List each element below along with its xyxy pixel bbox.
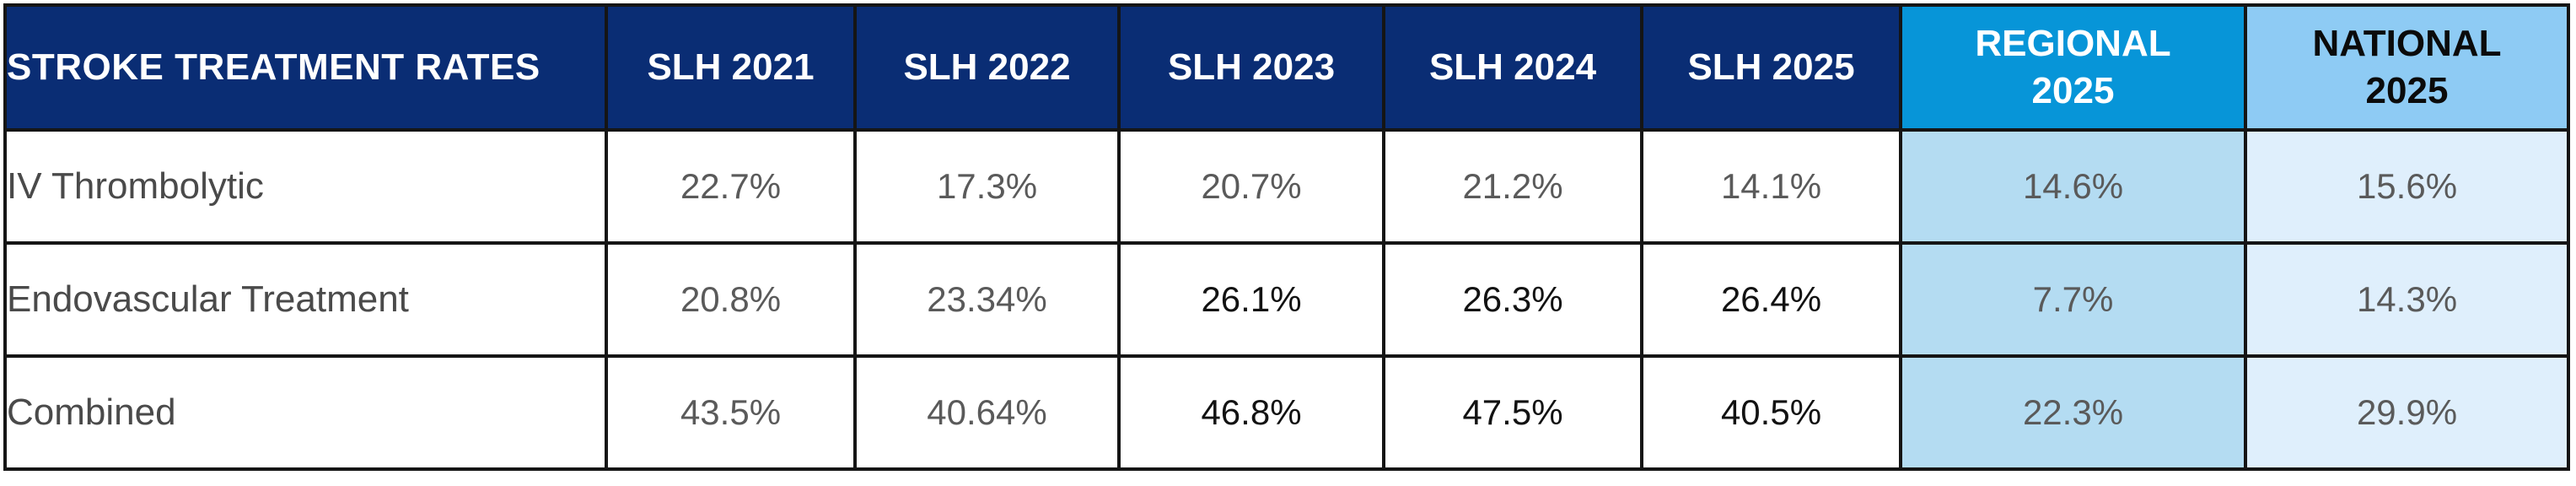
cell-regional-2025: 22.3% [1899, 354, 2247, 471]
cell-slh-2025: 26.4% [1640, 241, 1902, 358]
cell-slh-2025: 40.5% [1640, 354, 1902, 471]
header-regional-line2: 2025 [2031, 70, 2115, 111]
cell-slh-2022: 17.3% [853, 128, 1121, 245]
cell-slh-2024: 47.5% [1382, 354, 1643, 471]
table-row-endovascular-treatment: Endovascular Treatment 20.8% 23.34% 26.1… [3, 241, 2570, 358]
cell-national-2025: 15.6% [2244, 128, 2570, 245]
header-national-2025: NATIONAL 2025 [2244, 3, 2570, 132]
cell-slh-2024: 26.3% [1382, 241, 1643, 358]
table-header-row: STROKE TREATMENT RATES SLH 2021 SLH 2022… [3, 3, 2570, 132]
stroke-treatment-rates-table: STROKE TREATMENT RATES SLH 2021 SLH 2022… [3, 3, 2570, 471]
table-row-iv-thrombolytic: IV Thrombolytic 22.7% 17.3% 20.7% 21.2% … [3, 128, 2570, 245]
cell-slh-2023: 20.7% [1117, 128, 1385, 245]
table-row-combined: Combined 43.5% 40.64% 46.8% 47.5% 40.5% … [3, 354, 2570, 471]
cell-regional-2025: 14.6% [1899, 128, 2247, 245]
cell-slh-2021: 22.7% [605, 128, 857, 245]
header-slh-2025: SLH 2025 [1640, 3, 1902, 132]
header-slh-2021: SLH 2021 [605, 3, 857, 132]
header-slh-2023: SLH 2023 [1117, 3, 1385, 132]
header-national-line2: 2025 [2365, 70, 2449, 111]
cell-slh-2023: 46.8% [1117, 354, 1385, 471]
header-regional-2025: REGIONAL 2025 [1899, 3, 2247, 132]
cell-slh-2024: 21.2% [1382, 128, 1643, 245]
cell-regional-2025: 7.7% [1899, 241, 2247, 358]
cell-slh-2021: 20.8% [605, 241, 857, 358]
cell-slh-2022: 40.64% [853, 354, 1121, 471]
row-label: Combined [3, 354, 608, 471]
row-label: IV Thrombolytic [3, 128, 608, 245]
header-regional-line1: REGIONAL [1975, 23, 2171, 64]
header-slh-2022: SLH 2022 [853, 3, 1121, 132]
header-stroke-treatment-rates: STROKE TREATMENT RATES [3, 3, 608, 132]
cell-national-2025: 29.9% [2244, 354, 2570, 471]
cell-slh-2023: 26.1% [1117, 241, 1385, 358]
header-national-line1: NATIONAL [2312, 23, 2502, 64]
cell-national-2025: 14.3% [2244, 241, 2570, 358]
cell-slh-2021: 43.5% [605, 354, 857, 471]
cell-slh-2022: 23.34% [853, 241, 1121, 358]
cell-slh-2025: 14.1% [1640, 128, 1902, 245]
row-label: Endovascular Treatment [3, 241, 608, 358]
header-slh-2024: SLH 2024 [1382, 3, 1643, 132]
